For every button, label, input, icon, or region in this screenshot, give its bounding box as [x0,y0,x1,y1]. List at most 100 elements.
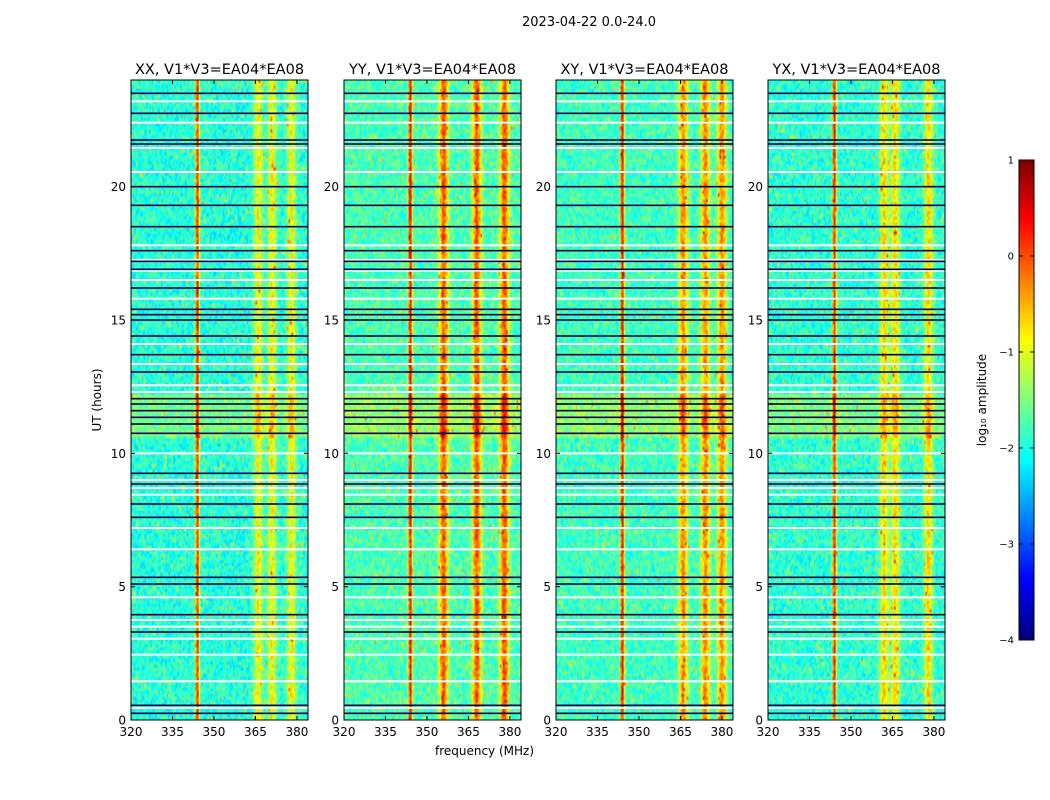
flag-row-dark [556,225,733,228]
flag-row-dark [131,185,308,188]
flag-row-white [344,637,521,640]
flag-row-dark [768,143,945,145]
flag-row-white [556,259,733,261]
y-tick-label: 0 [543,714,551,728]
flag-row-dark [344,319,521,321]
flag-row-dark [768,613,945,616]
flag-row-dark [131,319,308,321]
flag-row-dark [768,308,945,311]
flag-row-white [556,680,733,683]
flag-row-white [344,244,521,247]
flag-row-white [768,527,945,529]
flag-row-dark [131,423,308,425]
y-tick-label: 15 [748,314,763,328]
flag-row-white [344,147,521,149]
flag-row-white [768,244,945,247]
flag-row-white [556,147,733,149]
flag-row-dark [768,631,945,633]
flag-row-white [768,343,945,345]
flag-row-dark [768,353,945,356]
flag-row-white [344,384,521,387]
flag-row-white [131,100,308,103]
flag-row-white [556,707,733,709]
flag-row-white [768,363,945,365]
y-tick-label: 5 [118,580,126,594]
flag-row-dark [556,204,733,207]
flag-row-dark [768,409,945,412]
flag-row-dark [131,472,308,475]
flag-row-dark [131,308,308,311]
flag-row-white [131,391,308,393]
flag-row-dark [768,516,945,519]
flag-row-dark [556,353,733,356]
flag-row-dark [131,268,308,271]
flag-row-dark [556,631,733,633]
flag-row-dark [556,313,733,316]
flag-row-white [344,625,521,628]
flag-row-white [556,363,733,365]
x-axis-label: frequency (MHz) [435,744,534,758]
flag-row-white [556,100,733,103]
flag-row-dark [344,472,521,475]
flag-row-white [131,707,308,709]
flag-row-dark [768,335,945,337]
flag-row-dark [131,287,308,289]
flag-row-white [556,171,733,173]
flag-row-dark [556,409,733,412]
y-tick-label: 10 [748,447,763,461]
flag-row-white [131,259,308,261]
flag-row-white [556,391,733,393]
flag-row-dark [556,319,733,321]
flag-row-white [556,625,733,628]
flag-row-dark [556,583,733,585]
flag-row-dark [131,92,308,95]
flag-row-dark [131,416,308,419]
flag-row-dark [556,432,733,435]
y-tick-label: 15 [324,314,339,328]
flag-row-dark [768,403,945,405]
flag-row-white [131,121,308,124]
flag-row-dark [556,260,733,263]
flag-row-white [344,269,521,272]
y-tick-label: 10 [536,447,551,461]
flag-row-dark [556,704,733,707]
flag-row-white [131,147,308,149]
flag-row-dark [344,268,521,271]
flag-row-dark [131,225,308,228]
y-tick-label: 10 [111,447,126,461]
flag-row-white [344,100,521,103]
flag-row-dark [344,712,521,715]
flag-row-white [344,680,521,683]
flag-row-dark [556,416,733,419]
flag-row-white [131,171,308,173]
flag-row-white [556,297,733,300]
flag-row-dark [556,371,733,373]
flag-row-white [556,619,733,621]
colorbar-gradient [1019,160,1034,640]
flag-row-dark [344,483,521,485]
flag-row-dark [131,576,308,579]
x-tick-label: 365 [457,725,480,739]
x-tick-label: 350 [628,725,651,739]
panel-0: XX, V1*V3=EA04*EA08 320 335 350 365 380 0 5 10 15… [90,62,309,739]
flag-row-white [768,619,945,621]
flag-row-white [344,479,521,481]
flag-row-white [344,548,521,551]
flag-row-white [556,487,733,489]
flag-row-white [556,244,733,247]
flag-row-white [768,653,945,656]
flag-row-dark [556,712,733,715]
flag-row-white [344,171,521,173]
y-axis-label: UT (hours) [90,368,104,431]
flag-row-white [131,384,308,387]
x-tick-label: 320 [757,725,780,739]
flag-row-white [768,279,945,281]
flag-row-white [768,548,945,551]
y-tick-label: 5 [331,580,339,594]
flag-row-white [768,487,945,489]
flag-row-white [768,121,945,124]
flag-row-dark [344,397,521,400]
flag-row-white [344,707,521,709]
flag-row-white [131,619,308,621]
flag-row-dark [131,516,308,519]
